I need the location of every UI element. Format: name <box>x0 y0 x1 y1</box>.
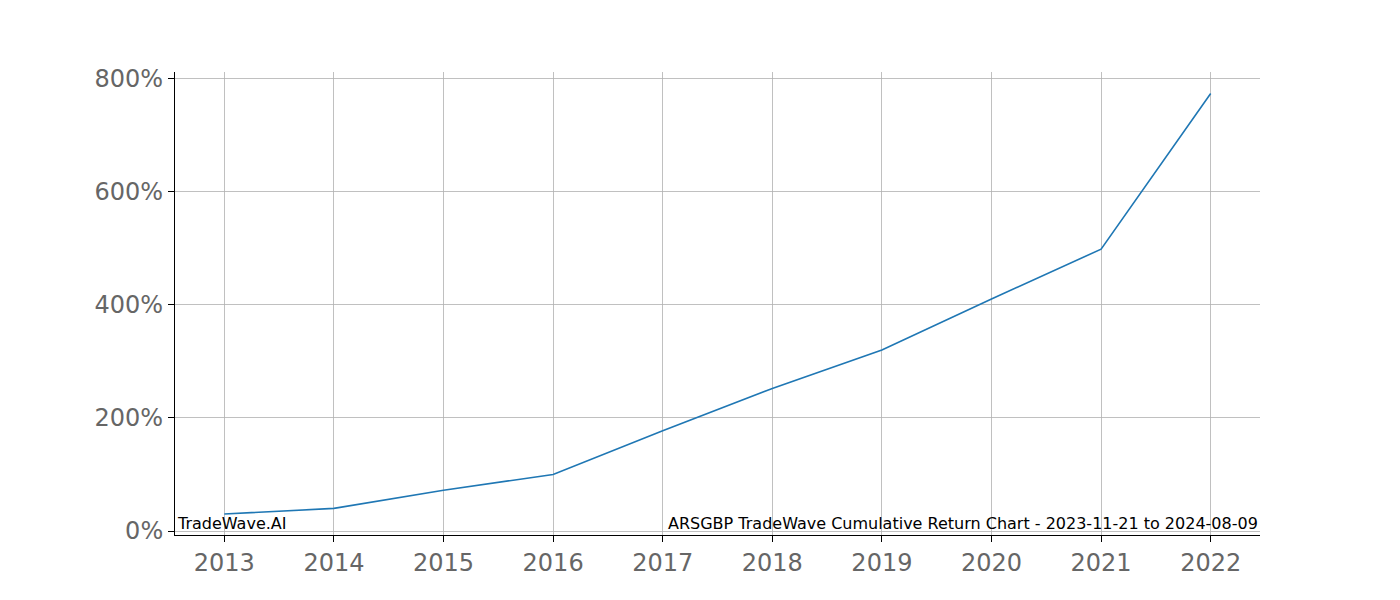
svg-text:2015: 2015 <box>413 549 474 577</box>
svg-text:2020: 2020 <box>961 549 1022 577</box>
svg-text:2016: 2016 <box>523 549 584 577</box>
svg-text:2019: 2019 <box>851 549 912 577</box>
svg-text:2014: 2014 <box>303 549 364 577</box>
svg-text:TradeWave.AI: TradeWave.AI <box>177 514 286 533</box>
svg-text:ARSGBP TradeWave Cumulative Re: ARSGBP TradeWave Cumulative Return Chart… <box>668 514 1258 533</box>
svg-text:200%: 200% <box>95 404 164 432</box>
svg-text:2013: 2013 <box>194 549 255 577</box>
svg-text:2018: 2018 <box>742 549 803 577</box>
svg-text:400%: 400% <box>95 291 164 319</box>
svg-text:800%: 800% <box>95 65 164 93</box>
svg-text:2017: 2017 <box>632 549 693 577</box>
svg-text:2021: 2021 <box>1071 549 1132 577</box>
svg-text:0%: 0% <box>125 517 163 545</box>
svg-text:600%: 600% <box>95 178 164 206</box>
svg-text:2022: 2022 <box>1180 549 1241 577</box>
